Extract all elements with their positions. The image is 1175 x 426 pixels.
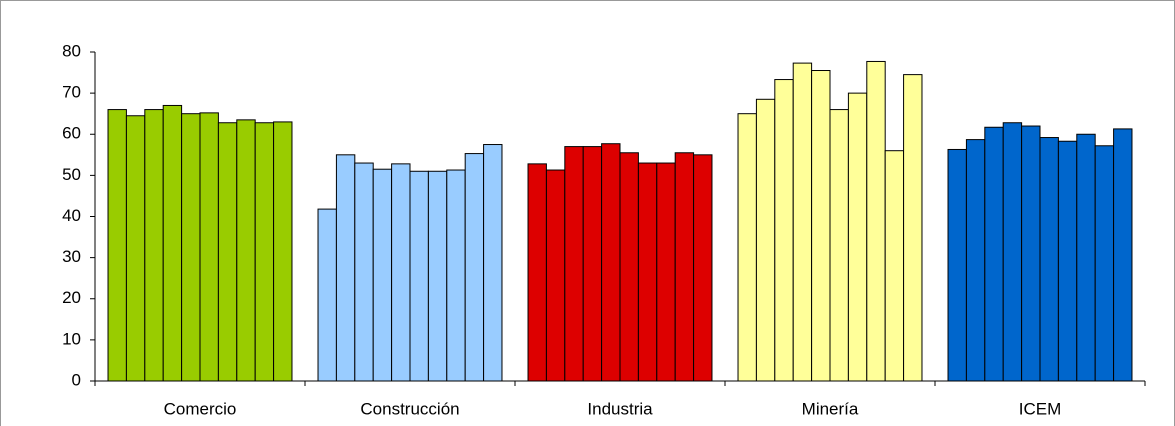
x-tick-label: Minería	[802, 399, 859, 418]
bar	[464, 153, 485, 382]
bar	[755, 98, 776, 382]
bar	[199, 112, 219, 382]
x-tick-label: Industria	[587, 399, 653, 418]
bar	[619, 152, 639, 382]
bar	[1021, 125, 1041, 382]
bar	[125, 115, 146, 382]
y-tick-label: 40	[62, 206, 81, 225]
bar	[1057, 140, 1078, 382]
x-tick-label: Construcción	[360, 399, 459, 418]
bar	[984, 126, 1004, 382]
bar	[1113, 128, 1133, 382]
bar	[829, 109, 849, 382]
bar	[236, 119, 256, 382]
bar	[254, 122, 275, 382]
bar	[527, 163, 547, 382]
x-tick-label: ICEM	[1019, 399, 1062, 418]
bar	[737, 113, 757, 382]
y-tick-label: 20	[62, 288, 81, 307]
bar	[564, 146, 584, 382]
bar	[601, 143, 621, 382]
x-tick-label: Comercio	[164, 399, 237, 418]
bar	[545, 169, 566, 382]
bar	[162, 104, 183, 382]
y-tick-label: 30	[62, 247, 81, 266]
bar	[903, 74, 923, 382]
bar	[181, 113, 201, 382]
bar	[1094, 145, 1115, 382]
y-tick-label: 80	[62, 41, 81, 60]
bar	[637, 162, 658, 382]
bar	[884, 150, 905, 382]
bar	[693, 154, 713, 382]
bar	[1039, 137, 1059, 382]
bar	[774, 79, 794, 382]
y-tick-label: 10	[62, 329, 81, 348]
bar	[483, 144, 503, 382]
bar	[409, 170, 429, 382]
bar	[965, 139, 986, 382]
bar	[1076, 133, 1096, 382]
bar	[866, 60, 886, 382]
bar	[811, 70, 831, 382]
bar	[656, 162, 676, 382]
bar	[317, 208, 337, 382]
y-tick-label: 70	[62, 83, 81, 102]
y-tick-label: 50	[62, 165, 81, 184]
bar	[372, 168, 393, 382]
bar	[217, 122, 238, 382]
y-tick-label: 0	[72, 370, 81, 389]
bar	[107, 109, 127, 382]
bar	[273, 121, 293, 382]
bar	[427, 170, 448, 382]
bar	[674, 152, 695, 382]
bar	[354, 162, 374, 382]
bar	[446, 169, 466, 382]
y-tick-label: 60	[62, 124, 81, 143]
bar	[792, 62, 813, 382]
bar	[847, 92, 868, 382]
bar	[391, 163, 411, 382]
bar	[335, 154, 356, 382]
bar	[144, 109, 164, 382]
bar	[947, 148, 967, 382]
bar	[582, 146, 603, 382]
bar	[1002, 122, 1023, 382]
